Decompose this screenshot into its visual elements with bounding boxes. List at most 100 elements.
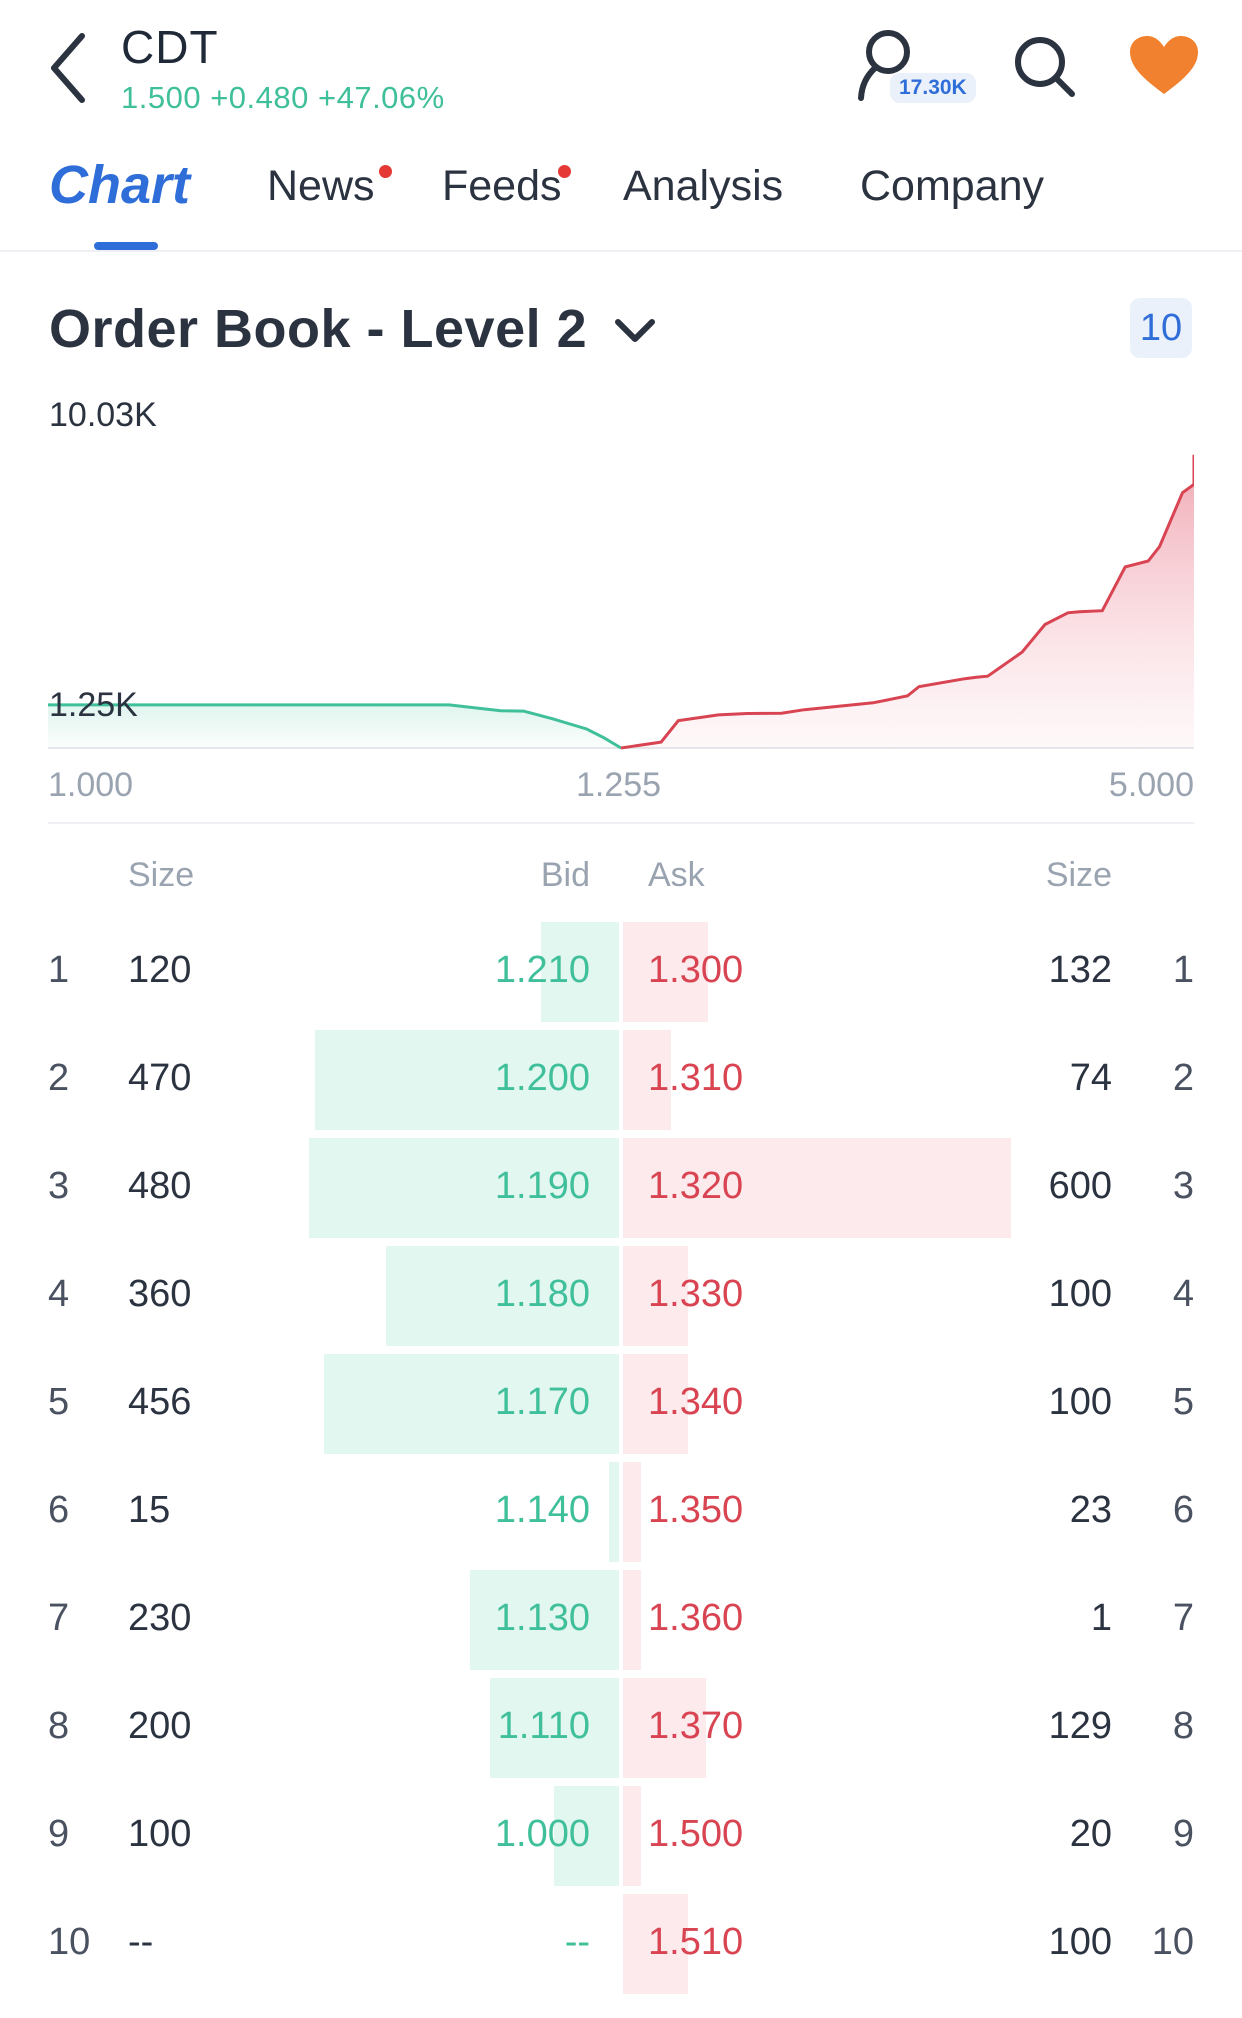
bid-price: 1.130	[494, 1597, 590, 1639]
bid-depth-line	[48, 703, 622, 750]
ask-depth-bar	[623, 1570, 641, 1670]
ask-depth-bar	[623, 1462, 641, 1562]
ask-price: 1.300	[648, 949, 744, 991]
bid-price: 1.190	[494, 1165, 590, 1207]
ask-size: 1	[1090, 1597, 1112, 1639]
order-book-row[interactable]: 8 200 1.110 1.370 129 8	[0, 1676, 1242, 1780]
bid-price: 1.200	[494, 1057, 590, 1099]
ask-rank: 2	[1172, 1057, 1194, 1099]
bid-depth-bar	[554, 1786, 619, 1886]
ask-price: 1.500	[648, 1813, 744, 1855]
heart-icon[interactable]	[1128, 34, 1200, 98]
ask-price: 1.350	[648, 1489, 744, 1531]
bid-size: 456	[128, 1381, 192, 1423]
bid-rank: 4	[48, 1273, 70, 1315]
ask-size: 20	[1069, 1813, 1112, 1855]
ask-rank: 3	[1172, 1165, 1194, 1207]
ask-rank: 7	[1172, 1597, 1194, 1639]
bid-rank: 7	[48, 1597, 70, 1639]
order-book-row[interactable]: 9 100 1.000 1.500 20 9	[0, 1784, 1242, 1888]
bid-price: 1.180	[494, 1273, 590, 1315]
bid-depth-bar	[324, 1354, 619, 1454]
bid-rank: 5	[48, 1381, 70, 1423]
ask-price: 1.310	[648, 1057, 744, 1099]
ask-price: 1.330	[648, 1273, 744, 1315]
search-icon[interactable]	[1012, 34, 1078, 100]
price-change: 1.500 +0.480 +47.06%	[121, 80, 445, 115]
ticker-symbol: CDT	[121, 21, 219, 73]
ask-depth-line	[620, 454, 1194, 750]
bid-rank: 6	[48, 1489, 70, 1531]
tab-company-label: Company	[860, 162, 1045, 210]
ask-depth-bar	[623, 1354, 688, 1454]
chart-ref-label: 1.25K	[49, 686, 138, 724]
feeds-unread-dot	[558, 165, 571, 178]
followers-button[interactable]: 17.30K	[852, 28, 982, 110]
tab-news-label: News	[267, 162, 375, 210]
ask-size: 23	[1069, 1489, 1112, 1531]
bid-rank: 10	[48, 1921, 91, 1963]
back-arrow-icon[interactable]	[44, 30, 94, 106]
order-book-row[interactable]: 4 360 1.180 1.330 100 4	[0, 1244, 1242, 1348]
ask-depth-area	[621, 454, 1194, 748]
tab-company[interactable]: Company	[860, 162, 1044, 211]
bid-price: 1.140	[494, 1489, 590, 1531]
active-tab-indicator	[94, 242, 158, 250]
bid-price: 1.000	[494, 1813, 590, 1855]
ask-price-header: Ask	[648, 856, 705, 894]
ask-price: 1.320	[648, 1165, 744, 1207]
order-book-row[interactable]: 6 15 1.140 1.350 23 6	[0, 1460, 1242, 1564]
bid-depth-bar	[315, 1030, 619, 1130]
bid-depth-area	[48, 704, 621, 748]
ask-rank: 1	[1172, 949, 1194, 991]
ask-size: 100	[1048, 1381, 1112, 1423]
depth-level-badge[interactable]: 10	[1130, 298, 1192, 358]
ask-rank: 5	[1172, 1381, 1194, 1423]
ask-size: 100	[1048, 1921, 1112, 1963]
ask-price: 1.370	[648, 1705, 744, 1747]
bid-rank: 9	[48, 1813, 70, 1855]
bid-depth-bar	[386, 1246, 619, 1346]
bid-rank: 2	[48, 1057, 70, 1099]
ask-size: 132	[1048, 949, 1112, 991]
ask-depth-bar	[623, 1246, 688, 1346]
bid-size: 100	[128, 1813, 192, 1855]
order-book-row[interactable]: 10 -- -- 1.510 100 10	[0, 1892, 1242, 1996]
bid-size: --	[128, 1921, 154, 1963]
news-unread-dot	[379, 165, 392, 178]
divider	[48, 822, 1194, 824]
bid-price: 1.210	[494, 949, 590, 991]
chevron-down-icon[interactable]	[612, 314, 658, 346]
bid-size: 480	[128, 1165, 192, 1207]
ask-size: 129	[1048, 1705, 1112, 1747]
bid-size: 360	[128, 1273, 192, 1315]
bid-price: 1.110	[497, 1705, 590, 1747]
ask-price: 1.340	[648, 1381, 744, 1423]
ask-rank: 9	[1172, 1813, 1194, 1855]
bid-rank: 3	[48, 1165, 70, 1207]
section-title[interactable]: Order Book - Level 2	[49, 299, 588, 359]
tab-feeds[interactable]: Feeds	[442, 162, 562, 211]
ask-depth-bar	[623, 922, 709, 1022]
stock-header: CDT 1.500 +0.480 +47.06% 17.30K	[0, 0, 1242, 130]
tab-feeds-label: Feeds	[442, 162, 562, 210]
bid-depth-bar	[489, 1678, 619, 1778]
ask-rank: 10	[1151, 1921, 1194, 1963]
order-book-row[interactable]: 7 230 1.130 1.360 1 7	[0, 1568, 1242, 1672]
bid-depth-bar	[308, 1138, 619, 1238]
order-book-row[interactable]: 1 120 1.210 1.300 132 1	[0, 920, 1242, 1024]
bid-rank: 8	[48, 1705, 70, 1747]
order-book-row[interactable]: 2 470 1.200 1.310 74 2	[0, 1028, 1242, 1132]
ask-depth-bar	[623, 1138, 1011, 1238]
bid-rank: 1	[48, 949, 70, 991]
tab-analysis[interactable]: Analysis	[623, 162, 783, 211]
tab-chart[interactable]: Chart	[49, 154, 190, 216]
bid-size: 15	[128, 1489, 171, 1531]
order-book-row[interactable]: 5 456 1.170 1.340 100 5	[0, 1352, 1242, 1456]
order-book-row[interactable]: 3 480 1.190 1.320 600 3	[0, 1136, 1242, 1240]
bid-price: 1.170	[494, 1381, 590, 1423]
ask-price: 1.360	[648, 1597, 744, 1639]
ask-size: 74	[1069, 1057, 1112, 1099]
tab-news[interactable]: News	[267, 162, 375, 211]
x-tick-max: 5.000	[1108, 766, 1194, 804]
